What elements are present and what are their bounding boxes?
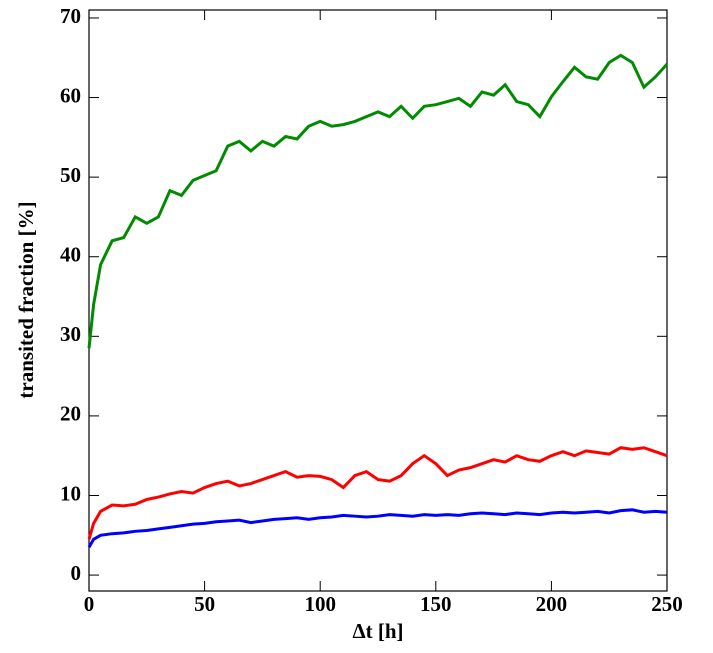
- y-tick-label: 30: [60, 322, 81, 346]
- x-tick-label: 50: [194, 592, 215, 616]
- y-axis-label: transited fraction [%]: [14, 201, 38, 398]
- y-tick-label: 20: [60, 402, 81, 426]
- y-tick-label: 50: [60, 163, 81, 187]
- x-tick-label: 200: [536, 592, 568, 616]
- x-tick-label: 0: [84, 592, 95, 616]
- y-tick-label: 70: [60, 4, 81, 28]
- data-line: [87, 446, 668, 540]
- x-tick-label: 100: [304, 592, 336, 616]
- data-line: [87, 508, 668, 548]
- x-axis-label: Δt [h]: [352, 619, 403, 643]
- x-tick-label: 150: [420, 592, 452, 616]
- y-tick-label: 0: [71, 561, 82, 585]
- y-tick-label: 40: [60, 243, 81, 267]
- plot-frame: [88, 9, 668, 592]
- x-tick-label: 250: [651, 592, 683, 616]
- y-tick-label: 60: [60, 83, 81, 107]
- data-line: [87, 53, 669, 349]
- y-tick-label: 10: [60, 481, 81, 505]
